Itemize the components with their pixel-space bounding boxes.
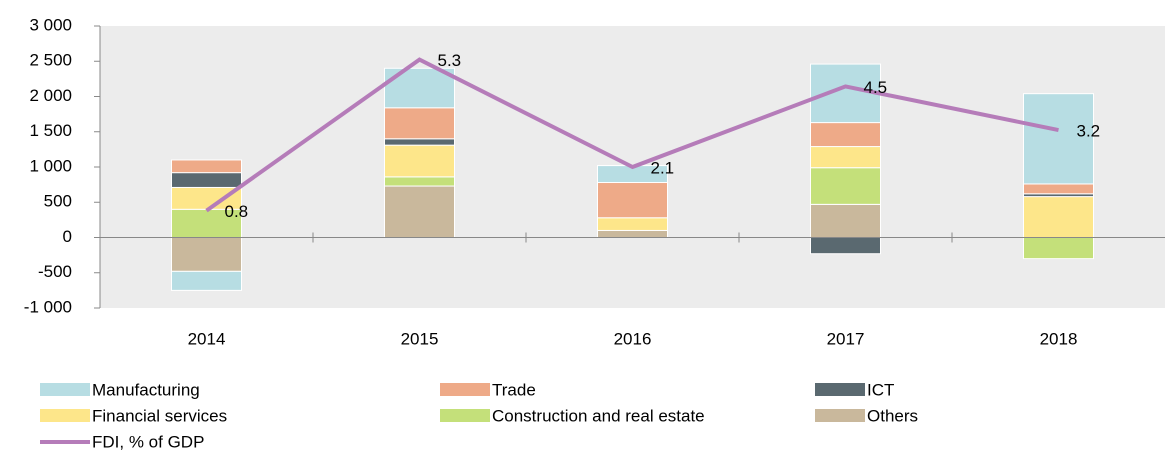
bar-segment [597,182,668,219]
bar-segment [171,237,242,272]
data-label: 2.1 [651,158,675,177]
bar-segment [597,229,668,238]
bar-segment [384,107,455,140]
bar-segment [810,203,881,239]
legend-swatch [440,383,490,396]
bar-segment [384,185,455,239]
bar-segment [1023,196,1094,238]
legend-swatch [40,409,90,422]
y-tick-label: 500 [44,192,72,211]
bar-segment [384,144,455,178]
x-tick-label: 2018 [1040,329,1078,348]
y-tick-label: 2 500 [29,51,72,70]
y-tick-label: 1 500 [29,121,72,140]
bar-segment [810,167,881,205]
bar-segment [171,172,242,188]
data-label: 5.3 [438,51,462,70]
bar-segment [1023,93,1094,185]
legend-swatch [815,409,865,422]
bar-segment [171,208,242,239]
y-tick-label: 0 [63,227,72,246]
legend-label: Construction and real estate [492,406,705,425]
x-tick-label: 2017 [827,329,865,348]
data-label: 4.5 [864,78,888,97]
y-tick-label: 3 000 [29,15,72,34]
legend-swatch [440,409,490,422]
data-label: 0.8 [225,202,249,221]
bar-segment [171,159,242,174]
x-tick-label: 2015 [401,329,439,348]
legend-label: FDI, % of GDP [92,432,204,451]
bar-segment [810,146,881,169]
bar-segment [1023,183,1094,195]
y-tick-label: 1 000 [29,156,72,175]
data-label: 3.2 [1077,122,1101,141]
legend-label: Trade [492,380,536,399]
legend-swatch [40,383,90,396]
bar-segment [384,138,455,146]
legend-label: Manufacturing [92,380,200,399]
y-tick-label: -1 000 [24,297,72,316]
bar-segment [810,237,881,255]
x-tick-label: 2014 [188,329,226,348]
bar-segment [171,270,242,291]
bar-segment [597,217,668,231]
y-tick-label: -500 [38,262,72,281]
y-tick-label: 2 000 [29,86,72,105]
bar-segment [1023,237,1094,260]
bar-segment [384,176,455,187]
x-tick-label: 2016 [614,329,652,348]
bar-segment [810,122,881,148]
legend-swatch [815,383,865,396]
line [205,57,1059,213]
legend-label: Others [867,406,918,425]
bar-segment [384,67,455,109]
legend-label: Financial services [92,406,227,425]
legend-label: ICT [867,380,894,399]
